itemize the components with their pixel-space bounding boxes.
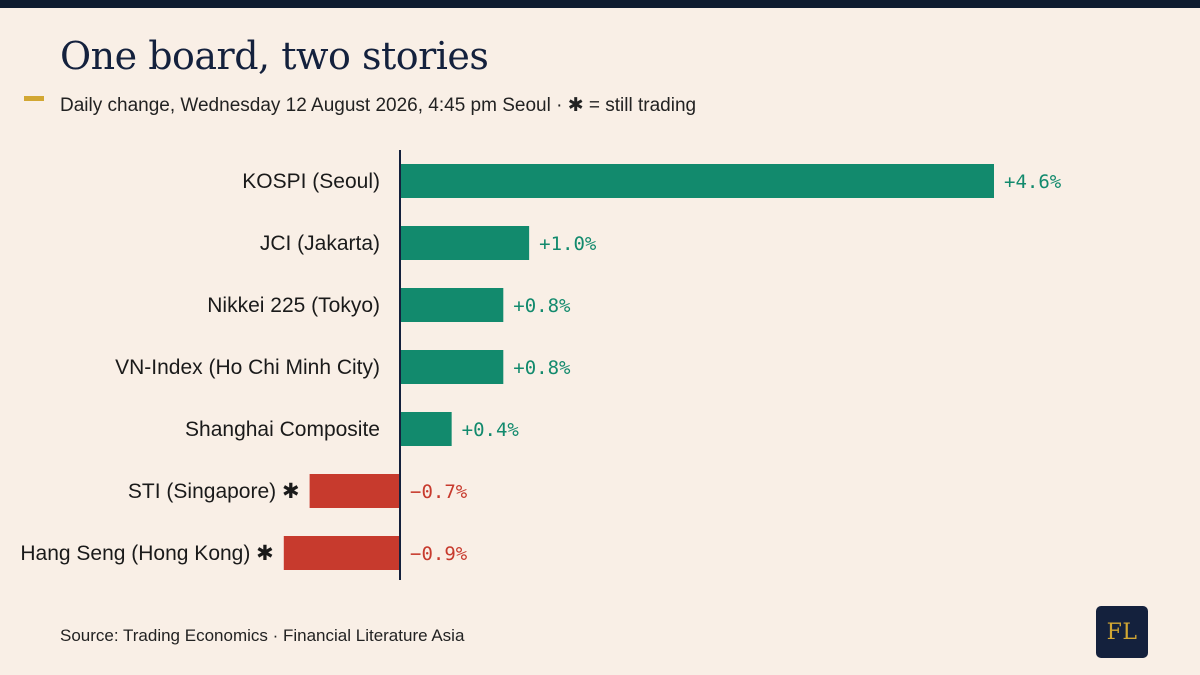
category-label-5: STI (Singapore) ✱	[128, 480, 300, 503]
category-label-0: KOSPI (Seoul)	[242, 170, 380, 193]
category-label-6: Hang Seng (Hong Kong) ✱	[20, 542, 273, 565]
publisher-logo: FL	[1096, 606, 1148, 658]
value-label-5: −0.7%	[410, 481, 468, 503]
category-label-3: VN-Index (Ho Chi Minh City)	[115, 356, 380, 379]
chart-title: One board, two stories	[60, 34, 489, 78]
value-label-1: +1.0%	[539, 233, 597, 255]
bar-4	[400, 412, 452, 446]
bar-2	[400, 288, 504, 322]
value-label-3: +0.8%	[513, 357, 571, 379]
bar-0	[400, 164, 994, 198]
category-label-4: Shanghai Composite	[185, 418, 380, 441]
category-label-2: Nikkei 225 (Tokyo)	[207, 294, 380, 317]
bar-5	[309, 474, 400, 508]
category-label-1: JCI (Jakarta)	[260, 232, 380, 255]
source-note: Source: Trading Economics · Financial Li…	[60, 626, 465, 645]
value-label-2: +0.8%	[513, 295, 571, 317]
value-label-0: +4.6%	[1004, 171, 1062, 193]
bar-1	[400, 226, 530, 260]
accent-dash	[24, 96, 44, 101]
value-label-6: −0.9%	[410, 543, 468, 565]
chart-subtitle: Daily change, Wednesday 12 August 2026, …	[60, 95, 697, 116]
bar-6	[283, 536, 400, 570]
top-bar	[0, 0, 1200, 8]
value-label-4: +0.4%	[462, 419, 520, 441]
bar-3	[400, 350, 504, 384]
